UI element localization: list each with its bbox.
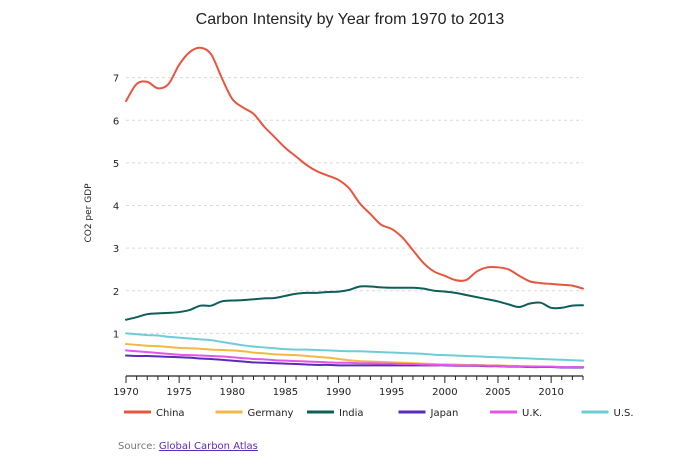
- series-lines: [125, 46, 584, 369]
- y-tick-label: 1: [113, 329, 119, 340]
- x-tick-label: 1995: [379, 387, 404, 398]
- x-tick-label: 1985: [273, 387, 298, 398]
- legend-label-india: India: [339, 408, 364, 419]
- y-tick-label: 3: [113, 244, 119, 255]
- series-line-u-k: [125, 349, 584, 369]
- legend-label-japan: Japan: [430, 408, 459, 419]
- x-tick-label: 1980: [220, 387, 245, 398]
- x-axis-ticks: 1970 1975 1980 1985 1990 1995 2000 2005 2010: [113, 376, 584, 398]
- y-tick-label: 2: [113, 287, 119, 298]
- y-tick-label: 4: [113, 202, 119, 213]
- legend-label-germany: Germany: [248, 408, 294, 419]
- x-tick-label: 2010: [538, 387, 563, 398]
- y-axis-label: CO2 per GDP: [84, 183, 94, 243]
- legend-label-china: China: [156, 408, 185, 419]
- y-tick-label: 6: [113, 116, 119, 127]
- x-tick-label: 1970: [113, 387, 138, 398]
- series-line-china: [125, 46, 584, 290]
- x-tick-label: 1990: [326, 387, 351, 398]
- series-line-india: [125, 285, 584, 321]
- y-axis-tick-labels: 1 2 3 4 5 6 7: [113, 74, 119, 341]
- source-note: Source: Global Carbon Atlas: [118, 441, 258, 452]
- source-link[interactable]: Global Carbon Atlas: [158, 441, 258, 452]
- y-tick-label: 7: [113, 74, 119, 85]
- gridlines: [126, 77, 583, 334]
- legend-label-u-k: U.K.: [522, 408, 542, 419]
- legend-label-u-s: U.S.: [614, 408, 634, 419]
- source-prefix: Source:: [118, 441, 159, 452]
- legend: China Germany India Japan U.K. U.S.: [124, 408, 634, 419]
- x-tick-label: 2000: [432, 387, 457, 398]
- x-tick-label: 1975: [166, 387, 191, 398]
- chart-title: Carbon Intensity by Year from 1970 to 20…: [196, 11, 505, 28]
- x-tick-label: 2005: [485, 387, 510, 398]
- y-tick-label: 5: [113, 159, 119, 170]
- series-line-u-s: [125, 332, 584, 362]
